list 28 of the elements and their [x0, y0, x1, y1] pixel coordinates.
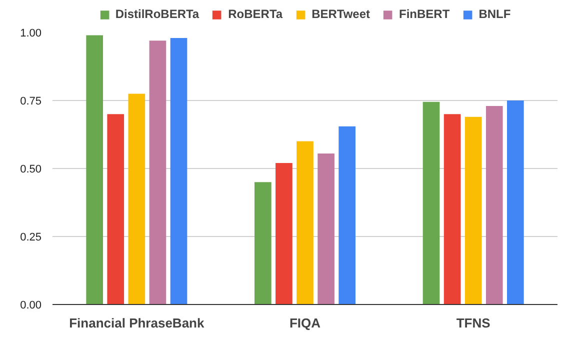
bar: [338, 126, 356, 304]
bar: [128, 94, 146, 304]
legend-label: BERTweet: [312, 7, 370, 21]
y-tick-label: 0.25: [20, 232, 42, 244]
bar: [486, 106, 503, 304]
y-tick-label: 0.50: [20, 164, 42, 176]
bar: [422, 102, 440, 304]
x-tick-label: Financial PhraseBank: [69, 316, 205, 330]
bar: [318, 154, 334, 304]
legend-label: RoBERTa: [228, 7, 283, 21]
legend-label: DistilRoBERTa: [115, 7, 200, 21]
legend-label: BNLF: [478, 7, 511, 21]
legend-label: FinBERT: [399, 7, 450, 21]
y-tick-label: 1.00: [20, 28, 42, 40]
bar: [86, 35, 103, 304]
y-tick-label: 0.00: [20, 300, 42, 312]
bar: [507, 100, 524, 304]
bar: [107, 114, 124, 304]
bar: [170, 38, 188, 304]
x-tick-label: TFNS: [456, 316, 491, 330]
bar: [254, 182, 272, 304]
y-tick-label: 0.75: [20, 96, 42, 108]
bar: [464, 116, 482, 304]
bar: [276, 163, 292, 304]
bar: [444, 114, 461, 304]
bar: [296, 141, 314, 304]
x-tick-label: FIQA: [289, 316, 322, 330]
bar: [149, 40, 166, 304]
